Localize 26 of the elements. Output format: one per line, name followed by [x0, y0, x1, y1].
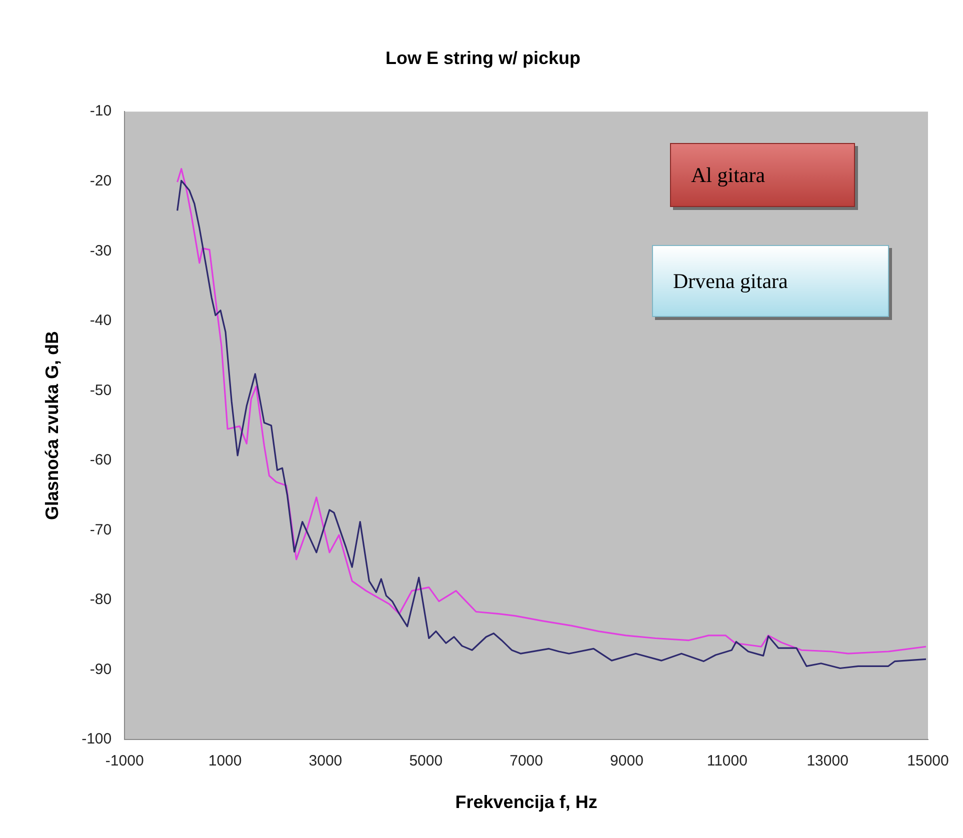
annotation: Al gitara — [691, 162, 766, 188]
x-tick-label: 3000 — [308, 752, 342, 770]
y-tick-label: -80 — [90, 591, 112, 608]
y-tick-label: -50 — [90, 382, 112, 399]
chart-title: Low E string w/ pickup — [385, 48, 581, 68]
y-tick-label: -40 — [90, 312, 112, 330]
x-tick-label: 9000 — [610, 752, 644, 770]
y-axis-title: Glasnoća zvuka G, dB — [42, 330, 62, 520]
y-tick-label: -100 — [82, 730, 112, 748]
x-tick-label: 11000 — [706, 752, 748, 770]
y-tick-label: -20 — [90, 172, 112, 190]
y-tick-label: -10 — [90, 102, 112, 120]
label-box: Al gitara — [670, 143, 855, 207]
label-box: Drvena gitara — [652, 245, 889, 317]
x-axis-title: Frekvencija f, Hz — [455, 792, 598, 812]
x-tick-label: -1000 — [105, 752, 144, 770]
x-tick-label: 1000 — [208, 752, 242, 770]
y-tick-label: -60 — [90, 452, 112, 469]
y-tick-label: -70 — [90, 521, 112, 538]
annotation: Drvena gitara — [673, 268, 788, 294]
x-tick-label: 15000 — [907, 752, 949, 770]
x-tick-label: 13000 — [806, 752, 848, 770]
y-tick-label: -30 — [90, 242, 112, 260]
y-tick-label: -90 — [90, 660, 112, 678]
x-tick-label: 5000 — [409, 752, 443, 770]
x-tick-label: 7000 — [510, 752, 543, 770]
